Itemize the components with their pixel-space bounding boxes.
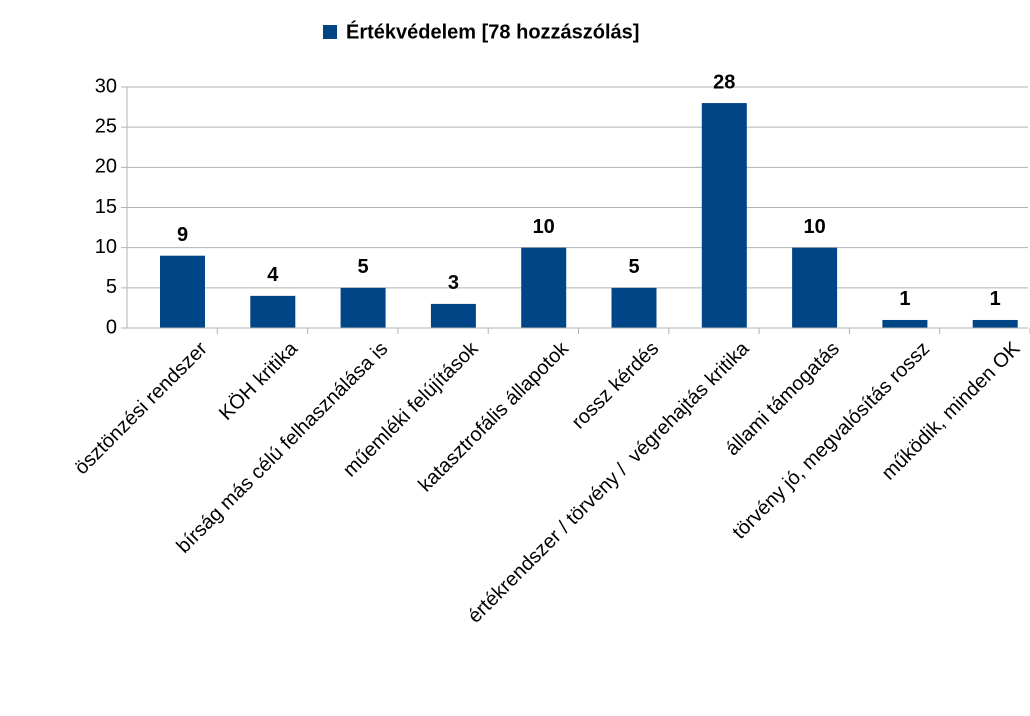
data-label: 10 <box>803 216 825 238</box>
y-tick-label: 10 <box>95 236 117 258</box>
data-label: 10 <box>533 216 555 238</box>
x-tick-label: rossz kérdés <box>568 338 664 434</box>
y-tick-label: 0 <box>106 316 117 338</box>
bar <box>430 303 476 328</box>
y-tick-label: 30 <box>95 75 117 97</box>
x-tick-label: KÖH kritika <box>215 337 303 425</box>
legend-swatch <box>323 25 337 39</box>
data-label: 3 <box>448 272 459 294</box>
data-label: 5 <box>628 256 639 278</box>
bar <box>160 255 205 328</box>
data-label: 5 <box>358 256 369 278</box>
legend-label: Értékvédelem [78 hozzászólás] <box>346 20 639 43</box>
data-label: 9 <box>177 224 188 246</box>
bar <box>792 247 838 328</box>
bar <box>882 319 928 328</box>
x-tick-label: ösztönzési rendszer <box>70 337 212 479</box>
bar <box>340 287 386 328</box>
x-tick-label: katasztrofális állapotok <box>414 337 573 496</box>
data-label: 28 <box>713 71 735 93</box>
bar <box>611 287 657 328</box>
x-tick-label: törvény jó, megvalósítás rossz <box>728 338 934 544</box>
y-tick-label: 25 <box>95 115 117 137</box>
y-tick-label: 20 <box>95 156 117 178</box>
data-label: 1 <box>899 288 910 310</box>
bar <box>701 103 747 328</box>
bar <box>521 247 567 328</box>
bar <box>250 295 296 328</box>
data-label: 1 <box>990 288 1001 310</box>
y-tick-label: 5 <box>106 276 117 298</box>
y-tick-label: 15 <box>95 196 117 218</box>
data-label: 4 <box>267 264 279 286</box>
bar <box>972 319 1018 328</box>
